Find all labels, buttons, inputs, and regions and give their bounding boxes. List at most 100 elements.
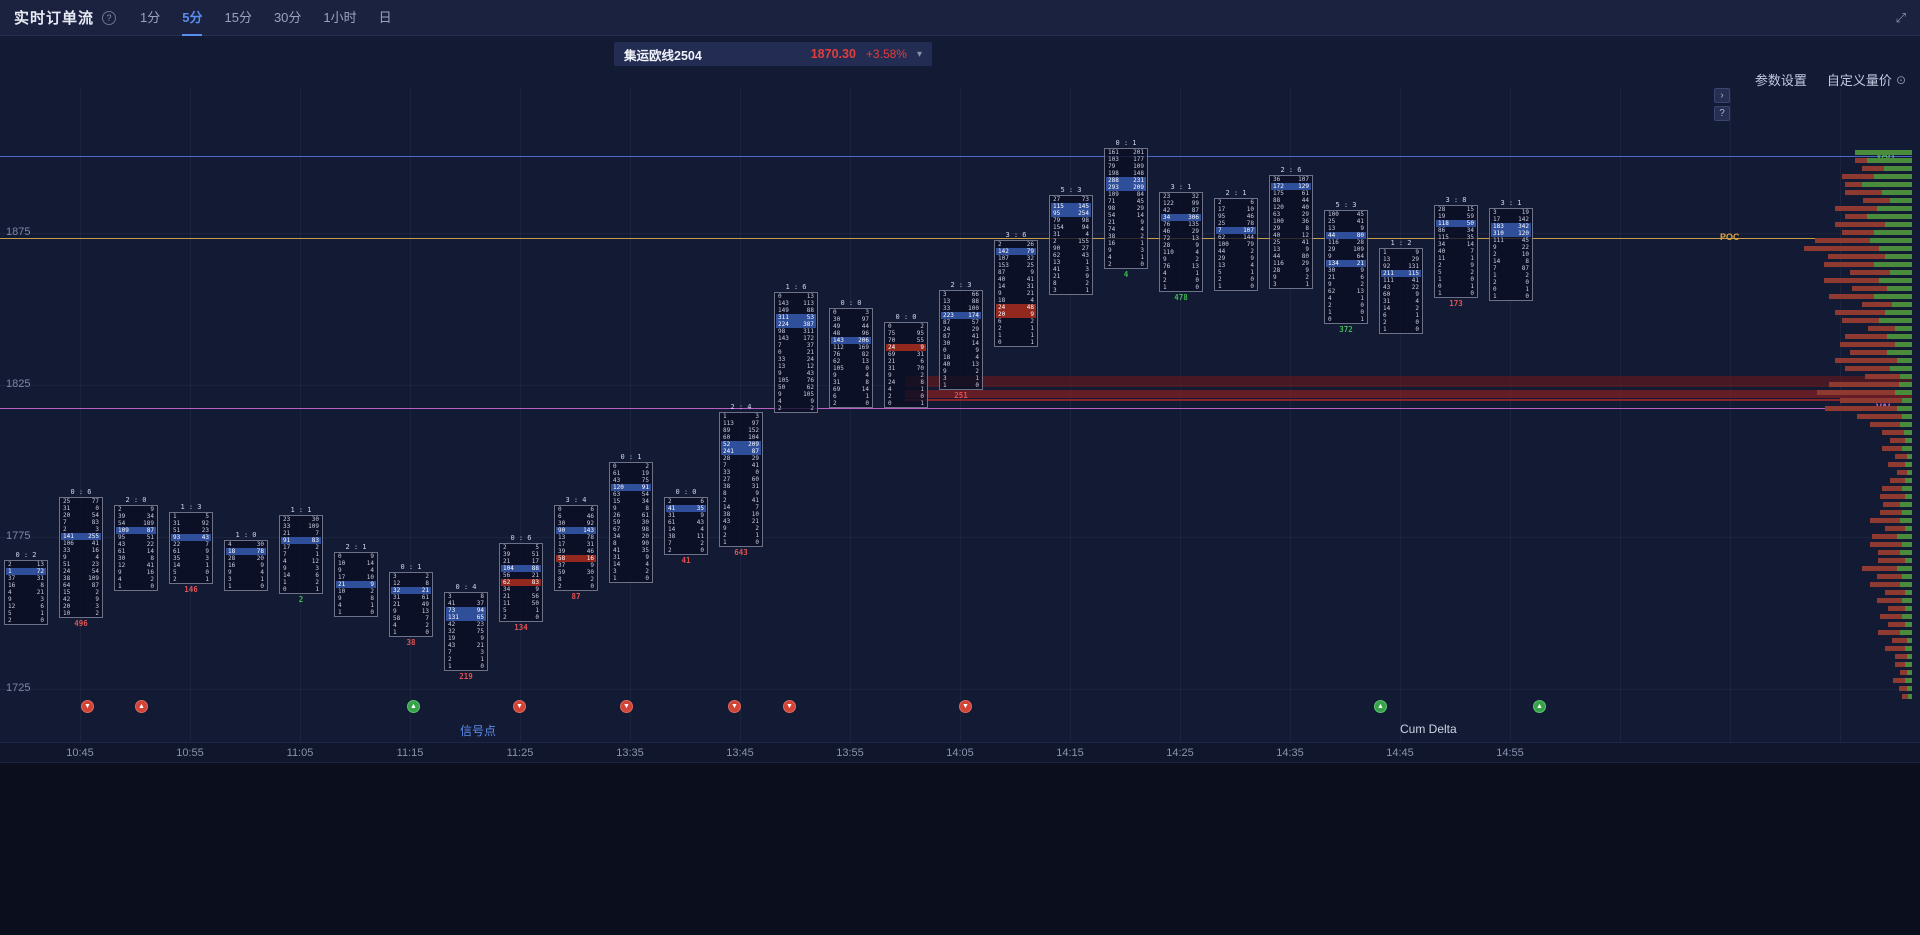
bar-row: 60 104 <box>721 434 761 441</box>
parameter-settings-button[interactable]: 参数设置 <box>1754 73 1807 88</box>
tab-15min[interactable]: 15分 <box>224 9 252 25</box>
bar-row: 12 8 <box>391 580 431 587</box>
bid-volume: 175 <box>1273 190 1284 197</box>
bar-row: 38 109 <box>61 575 101 582</box>
tab-30min[interactable]: 30分 <box>273 9 302 25</box>
ask-volume: 83 <box>531 579 539 586</box>
ask-volume: 96 <box>861 330 869 337</box>
bar-header: 5 : 3 <box>1060 186 1082 194</box>
ask-volume: 9 <box>590 562 594 569</box>
bid-volume: 198 <box>1108 170 1119 177</box>
bar-row: 76 13 <box>1161 263 1201 270</box>
profile-buy-segment <box>1902 510 1912 515</box>
ask-volume: 2 <box>1140 233 1144 240</box>
profile-buy-segment <box>1897 358 1912 363</box>
volume-profile-row <box>1845 214 1912 219</box>
ask-volume: 82 <box>861 351 869 358</box>
bar-row: 11 1 <box>1436 255 1476 262</box>
ask-volume: 7 <box>425 615 429 622</box>
ask-volume: 21 <box>1026 290 1034 297</box>
vertical-gridline <box>300 88 301 742</box>
bid-volume: 18 <box>228 548 236 555</box>
volume-profile-row <box>1824 262 1912 267</box>
custom-volume-button[interactable]: 自定义量价 ⊙ <box>1827 70 1906 89</box>
ask-volume: 107 <box>1243 227 1254 234</box>
ask-volume: 40 <box>1301 204 1309 211</box>
tab-5min[interactable]: 5分 <box>182 0 203 36</box>
vertical-gridline <box>1620 88 1621 742</box>
profile-sell-segment <box>1882 446 1902 451</box>
time-label: 13:55 <box>836 747 864 759</box>
bar-box: 27 73 115 145 95 254 79 98 154 94 31 4 2 155 90 27 62 43 1… <box>1049 195 1093 295</box>
profile-sell-segment <box>1845 366 1890 371</box>
profile-buy-segment <box>1900 630 1912 635</box>
ask-volume: 1 <box>1140 240 1144 247</box>
ask-volume: 14 <box>971 340 979 347</box>
bid-volume: 111 <box>1493 237 1504 244</box>
side-help-button[interactable]: ? <box>1714 106 1730 121</box>
bar-box: 100 45 25 41 13 9 44 80 116 28 29 109 9 64 134 21 30 9 21 6… <box>1324 210 1368 324</box>
bar-delta: 41 <box>681 556 691 565</box>
bid-volume: 40 <box>1273 232 1281 239</box>
bar-row: 103 177 <box>1106 156 1146 163</box>
profile-sell-segment <box>1842 174 1874 179</box>
ask-volume: 75 <box>476 628 484 635</box>
contract-selector[interactable]: 集运欧线2504 1870.30 +3.58% ▾ <box>614 42 932 66</box>
ask-volume: 0 <box>1140 261 1144 268</box>
tab-1min[interactable]: 1分 <box>140 9 161 25</box>
bar-row: 122 99 <box>1161 200 1201 207</box>
bid-volume: 0 <box>1328 316 1332 323</box>
bar-row: 105 76 <box>776 377 816 384</box>
ask-volume: 0 <box>920 393 924 400</box>
bid-volume: 34 <box>613 533 621 540</box>
bar-box: 161 201 103 177 79 109 198 148 288 231 293 209 109 84… <box>1104 148 1148 269</box>
bid-volume: 5 <box>503 607 507 614</box>
bid-volume: 42 <box>448 621 456 628</box>
bid-volume: 2 <box>173 576 177 583</box>
help-icon[interactable]: ? <box>102 10 117 25</box>
bar-row: 71 45 <box>1106 198 1146 205</box>
ask-volume: 78 <box>256 548 264 555</box>
expand-panel-button[interactable]: › <box>1714 88 1730 103</box>
bid-volume: 141 <box>63 533 74 540</box>
ask-volume: 54 <box>641 491 649 498</box>
bid-volume: 13 <box>1273 246 1281 253</box>
bar-row: 40 12 <box>1271 232 1311 239</box>
ask-volume: 2 <box>425 573 429 580</box>
ask-volume: 206 <box>858 337 869 344</box>
profile-sell-segment <box>1828 254 1885 259</box>
bar-row: 310 120 <box>1491 230 1531 237</box>
bar-row: 141 255 <box>61 533 101 540</box>
chevron-down-icon[interactable]: ▾ <box>916 48 922 60</box>
bar-row: 13 4 <box>1216 262 1256 269</box>
bid-volume: 109 <box>1108 191 1119 198</box>
fullscreen-icon[interactable]: ⤢ <box>1895 9 1906 25</box>
bid-volume: 62 <box>1218 234 1226 241</box>
bid-volume: 60 <box>723 434 731 441</box>
bar-header: 2 : 1 <box>345 543 367 551</box>
profile-sell-segment <box>1824 262 1874 267</box>
tab-day[interactable]: 日 <box>378 9 392 25</box>
time-label: 14:45 <box>1386 747 1414 759</box>
bar-row: 87 41 <box>941 333 981 340</box>
ask-volume: 8 <box>370 595 374 602</box>
bar-row: 116 29 <box>1271 260 1311 267</box>
ask-volume: 46 <box>586 548 594 555</box>
bid-volume: 0 <box>943 347 947 354</box>
volume-profile-row <box>1850 270 1912 275</box>
bar-row: 75 95 <box>886 330 926 337</box>
bar-box: 3 66 13 88 33 100 223 174 87 57 24 29 87 41 30 14 0 9 18 4 4… <box>939 290 983 390</box>
profile-buy-segment <box>1907 670 1912 675</box>
tab-1hour[interactable]: 1小时 <box>323 9 357 25</box>
bid-volume: 7 <box>723 462 727 469</box>
bar-box: 0 6 6 46 30 92 90 143 13 78 17 31 39 46 58 16 37 9 59 30 8 2 2… <box>554 505 598 591</box>
ask-volume: 28 <box>1356 239 1364 246</box>
bid-volume: 51 <box>173 527 181 534</box>
bar-row: 118 50 <box>1436 220 1476 227</box>
bar-row: 14 4 <box>666 526 706 533</box>
